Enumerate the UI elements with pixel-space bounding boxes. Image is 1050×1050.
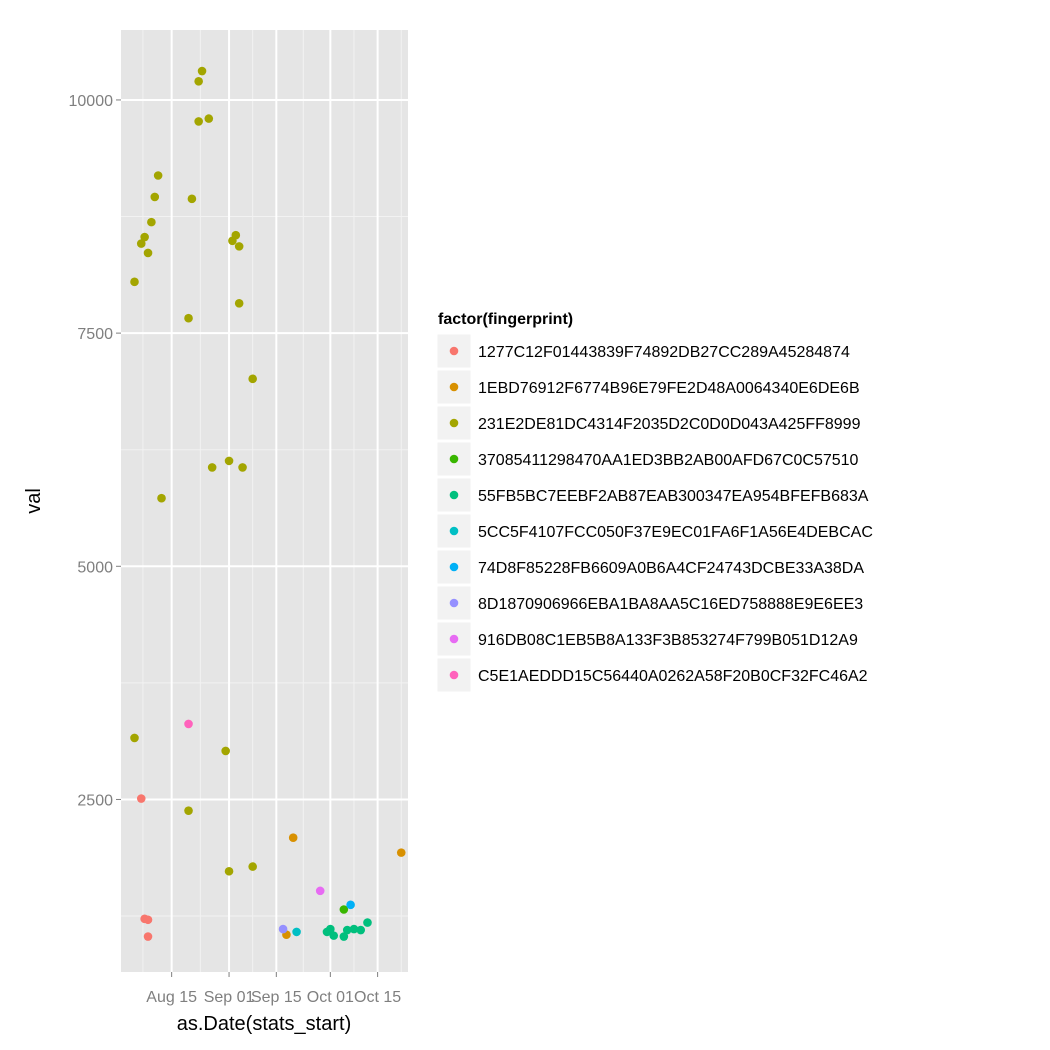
data-point	[339, 932, 349, 941]
legend-key-point	[449, 562, 459, 572]
legend-key-point	[449, 490, 459, 500]
x-tick-label: Sep 15	[251, 989, 302, 1006]
data-point	[140, 232, 149, 242]
data-point	[224, 866, 234, 876]
data-point	[396, 848, 406, 857]
data-point	[248, 862, 257, 871]
y-tick-label: 7500	[77, 326, 113, 343]
data-point	[187, 194, 197, 204]
legend-title: factor(fingerprint)	[438, 311, 573, 328]
legend-label: 8D1870906966EBA1BA8AA5C16ED758888E9E6EE3	[478, 596, 863, 613]
data-point	[147, 217, 156, 227]
minor-gridlines	[121, 30, 408, 972]
data-point	[136, 239, 146, 248]
legend-key-point	[449, 634, 459, 644]
data-point	[326, 924, 335, 934]
data-point	[315, 886, 325, 896]
legend-label: 1EBD76912F6774B96E79FE2D48A0064340E6DE6B	[478, 380, 860, 397]
y-axis-title: val	[23, 488, 45, 514]
data-point	[238, 463, 247, 472]
legend: 1277C12F01443839F74892DB27CC289A45284874…	[436, 333, 873, 693]
data-point	[194, 76, 203, 86]
legend-label: 37085411298470AA1ED3BB2AB00AFD67C0C57510	[478, 452, 859, 469]
data-point	[248, 374, 257, 384]
data-point	[184, 719, 193, 729]
legend-label: 916DB08C1EB5B8A133F3B853274F799B051D12A9	[478, 632, 858, 649]
data-point	[130, 277, 139, 287]
data-point	[221, 746, 230, 756]
data-point	[194, 117, 203, 126]
data-point	[224, 456, 234, 466]
data-point	[143, 932, 153, 941]
data-point	[136, 794, 146, 803]
legend-label: 5CC5F4107FCC050F37E9EC01FA6F1A56E4DEBCAC	[478, 524, 873, 541]
data-point	[292, 927, 301, 937]
data-point	[157, 493, 166, 503]
legend-label: 1277C12F01443839F74892DB27CC289A45284874	[478, 344, 850, 361]
data-point	[184, 806, 193, 815]
major-gridlines	[121, 30, 408, 972]
x-tick-label: Aug 15	[146, 989, 197, 1006]
legend-key	[436, 585, 472, 621]
plot-panel	[121, 30, 408, 972]
data-point	[342, 925, 352, 935]
y-tick-label: 5000	[77, 559, 113, 576]
y-tick-label: 10000	[69, 93, 114, 110]
data-point	[231, 230, 241, 240]
legend-key-point	[449, 454, 459, 464]
y-tick-label: 2500	[77, 792, 113, 809]
legend-label: C5E1AEDDD15C56440A0262A58F20B0CF32FC46A2	[478, 668, 868, 685]
data-point	[143, 248, 153, 258]
legend-label: 74D8F85228FB6609A0B6A4CF24743DCBE33A38DA	[478, 560, 864, 577]
data-point	[143, 915, 153, 925]
data-point	[150, 192, 160, 202]
legend-key-point	[449, 526, 459, 536]
data-point	[346, 900, 355, 910]
data-point	[184, 313, 193, 323]
data-point	[363, 918, 372, 927]
y-axis-ticks: 2500 5000 7500 10000	[69, 93, 121, 809]
data-point	[197, 66, 207, 76]
legend-key-point	[449, 670, 459, 680]
data-point	[356, 925, 366, 935]
x-tick-label: Oct 01	[307, 989, 354, 1006]
legend-key-point	[449, 346, 459, 356]
x-tick-label: Oct 15	[354, 989, 401, 1006]
data-point	[349, 924, 359, 934]
data-point	[288, 833, 298, 842]
data-point	[204, 114, 214, 123]
data-point	[207, 463, 217, 472]
data-point	[234, 298, 244, 308]
data-point	[278, 924, 288, 934]
data-point	[234, 242, 244, 251]
legend-label: 231E2DE81DC4314F2035D2C0D0D043A425FF8999	[478, 416, 861, 433]
x-tick-label: Sep 01	[204, 989, 255, 1006]
data-point	[153, 171, 163, 180]
x-axis-title: as.Date(stats_start)	[177, 1013, 352, 1035]
data-points	[130, 66, 406, 941]
legend-key-point	[449, 382, 459, 392]
legend-key-point	[449, 418, 459, 428]
data-point	[329, 931, 339, 940]
legend-label: 55FB5BC7EEBF2AB87EAB300347EA954BFEFB683A	[478, 488, 869, 505]
data-point	[130, 733, 139, 743]
legend-key-point	[449, 598, 459, 608]
data-point	[339, 905, 349, 914]
